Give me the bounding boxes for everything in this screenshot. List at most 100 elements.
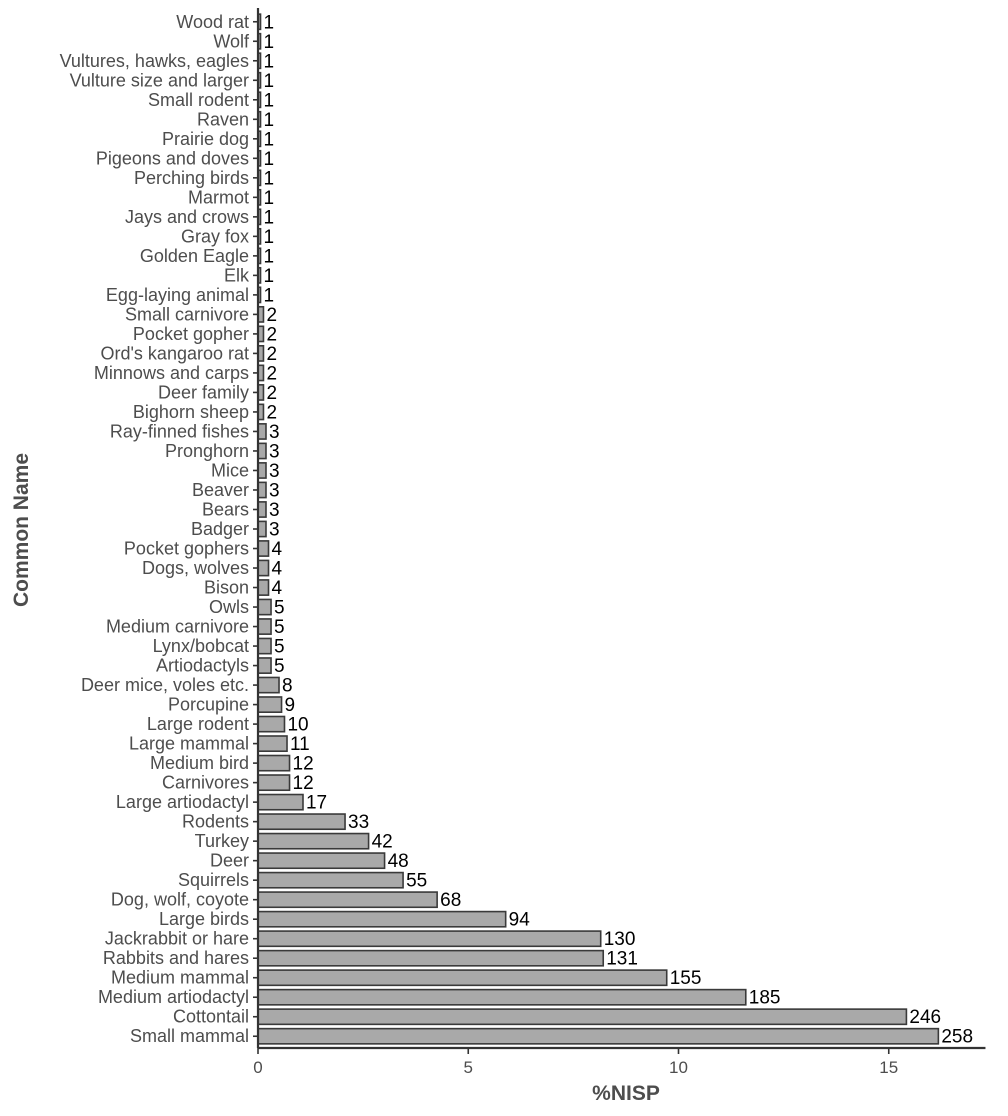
bar bbox=[257, 793, 304, 811]
x-tick-label: 10 bbox=[669, 1058, 688, 1077]
data-label: 1 bbox=[264, 207, 275, 228]
bar bbox=[257, 930, 602, 948]
data-label: 4 bbox=[272, 539, 283, 560]
data-label: 2 bbox=[266, 344, 277, 365]
bar bbox=[257, 559, 270, 577]
category-label: Pronghorn bbox=[165, 441, 249, 461]
data-label: 3 bbox=[269, 500, 280, 521]
data-label: 3 bbox=[269, 422, 280, 443]
bar bbox=[257, 676, 280, 694]
data-label: 1 bbox=[264, 90, 275, 111]
bar bbox=[257, 618, 272, 635]
category-label: Small mammal bbox=[130, 1026, 249, 1046]
data-label: 1 bbox=[264, 227, 275, 248]
data-label: 155 bbox=[670, 968, 702, 989]
category-label: Jays and crows bbox=[125, 207, 249, 227]
bar bbox=[257, 598, 272, 616]
data-label: 130 bbox=[604, 929, 636, 950]
data-label: 5 bbox=[274, 598, 285, 619]
data-label: 10 bbox=[287, 715, 308, 736]
category-label: Large artiodactyl bbox=[116, 792, 249, 812]
data-label: 1 bbox=[264, 51, 275, 72]
category-label: Bison bbox=[204, 578, 249, 598]
bar bbox=[257, 540, 270, 557]
data-label: 246 bbox=[909, 1007, 941, 1028]
data-label: 1 bbox=[264, 71, 275, 92]
category-label: Medium artiodactyl bbox=[98, 987, 249, 1007]
category-label: Marmot bbox=[188, 187, 249, 207]
data-label: 5 bbox=[274, 656, 285, 677]
category-label: Deer bbox=[210, 851, 249, 871]
data-label: 68 bbox=[440, 890, 461, 911]
category-label: Medium carnivore bbox=[106, 617, 249, 637]
y-axis-title: Common Name bbox=[10, 453, 33, 607]
category-label: Egg-laying animal bbox=[106, 285, 249, 305]
category-label: Rodents bbox=[182, 812, 249, 832]
category-label: Gray fox bbox=[181, 226, 249, 246]
category-label: Wolf bbox=[213, 31, 250, 51]
bar bbox=[257, 1008, 908, 1026]
bar bbox=[257, 423, 267, 440]
data-label: 3 bbox=[269, 461, 280, 482]
category-label: Small carnivore bbox=[125, 304, 249, 324]
data-label: 2 bbox=[266, 324, 277, 345]
x-tick-label: 5 bbox=[464, 1058, 473, 1077]
data-label: 2 bbox=[266, 402, 277, 423]
category-label: Large mammal bbox=[129, 734, 249, 754]
bar bbox=[257, 852, 386, 870]
value-labels: 1111111111111112222223333334445555891011… bbox=[264, 12, 974, 1047]
bar bbox=[257, 910, 507, 928]
data-label: 17 bbox=[306, 793, 327, 814]
bar bbox=[257, 949, 605, 967]
bar bbox=[257, 579, 270, 596]
bar bbox=[257, 1027, 940, 1045]
data-label: 5 bbox=[274, 637, 285, 658]
data-label: 3 bbox=[269, 520, 280, 541]
category-label: Squirrels bbox=[178, 870, 249, 890]
bar bbox=[257, 774, 291, 792]
data-label: 1 bbox=[264, 32, 275, 53]
category-label: Bears bbox=[202, 499, 249, 519]
data-label: 9 bbox=[285, 695, 296, 716]
category-label: Perching birds bbox=[134, 168, 249, 188]
bar bbox=[257, 832, 370, 850]
data-label: 11 bbox=[290, 734, 310, 755]
bar bbox=[257, 813, 346, 831]
x-tick-label: 0 bbox=[253, 1058, 262, 1077]
bars-group bbox=[257, 13, 940, 1045]
data-label: 42 bbox=[372, 832, 393, 853]
data-label: 1 bbox=[264, 12, 275, 33]
category-label: Small rodent bbox=[148, 90, 249, 110]
category-label: Pigeons and doves bbox=[96, 148, 249, 168]
category-label: Badger bbox=[191, 519, 249, 539]
data-label: 5 bbox=[274, 617, 285, 638]
category-label: Ord's kangaroo rat bbox=[100, 343, 249, 363]
bar bbox=[257, 735, 288, 753]
category-label: Deer mice, voles etc. bbox=[81, 675, 249, 695]
data-label: 12 bbox=[293, 754, 314, 775]
bar bbox=[257, 754, 291, 772]
category-label: Golden Eagle bbox=[140, 246, 249, 266]
data-label: 1 bbox=[264, 188, 275, 209]
data-label: 1 bbox=[264, 129, 275, 150]
bar bbox=[257, 462, 267, 479]
category-label: Large rodent bbox=[147, 714, 249, 734]
category-label: Ray-finned fishes bbox=[110, 421, 249, 441]
bar bbox=[257, 891, 438, 909]
category-label: Large birds bbox=[159, 909, 249, 929]
data-label: 3 bbox=[269, 480, 280, 501]
data-label: 185 bbox=[749, 988, 781, 1009]
x-axis-ticks: 0 5 10 15 bbox=[253, 1048, 898, 1077]
category-label: Porcupine bbox=[168, 695, 249, 715]
bar bbox=[257, 969, 668, 987]
bar bbox=[257, 442, 267, 460]
x-axis-title: %NISP bbox=[592, 1082, 660, 1105]
bar bbox=[257, 520, 267, 538]
category-label: Deer family bbox=[158, 382, 249, 402]
category-label: Medium mammal bbox=[111, 968, 249, 988]
category-label: Pocket gophers bbox=[124, 539, 249, 559]
data-label: 1 bbox=[264, 110, 275, 131]
category-label: Mice bbox=[211, 460, 249, 480]
